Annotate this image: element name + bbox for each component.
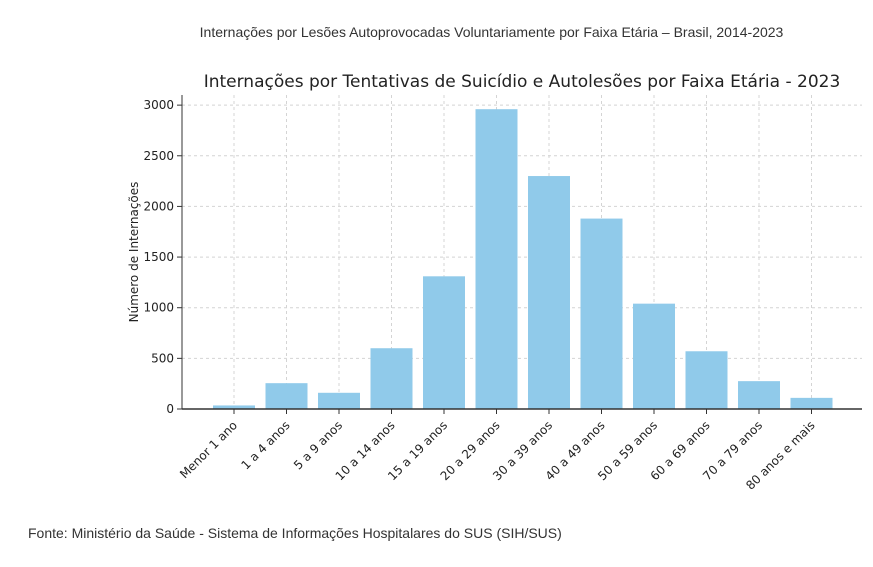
y-tick-label: 0 xyxy=(166,402,174,416)
figure-caption: Internações por Lesões Autoprovocadas Vo… xyxy=(199,24,784,40)
bar xyxy=(423,276,465,409)
bar xyxy=(580,218,623,409)
x-tick-label: Menor 1 ano xyxy=(177,418,240,481)
bar xyxy=(318,392,360,409)
source-note: Fonte: Ministério da Saúde - Sistema de … xyxy=(28,525,562,541)
bar xyxy=(738,381,780,409)
bar xyxy=(790,397,833,409)
axes xyxy=(177,95,862,414)
x-tick-label: 1 a 4 anos xyxy=(238,418,292,472)
bar-chart: Internações por Tentativas de Suicídio e… xyxy=(127,72,862,493)
bar xyxy=(265,383,308,409)
y-tick-label: 2000 xyxy=(143,199,174,213)
y-axis-label: Número de Internações xyxy=(127,182,141,323)
x-tick-label: 5 a 9 anos xyxy=(291,418,345,472)
y-tick-label: 1000 xyxy=(143,301,174,315)
y-tick-label: 3000 xyxy=(143,98,174,112)
bar xyxy=(528,176,570,409)
chart-title: Internações por Tentativas de Suicídio e… xyxy=(204,72,841,92)
bar xyxy=(475,109,518,409)
y-tick-label: 1500 xyxy=(143,250,174,264)
grid-lines xyxy=(182,95,862,410)
bar xyxy=(685,351,728,409)
y-tick-label: 2500 xyxy=(143,149,174,163)
y-tick-labels: 0 500 1000 1500 2000 2500 3000 xyxy=(143,98,174,416)
y-tick-label: 500 xyxy=(151,351,174,365)
bars xyxy=(213,109,833,409)
bar xyxy=(213,405,255,409)
bar xyxy=(370,348,413,409)
bar xyxy=(633,303,675,409)
